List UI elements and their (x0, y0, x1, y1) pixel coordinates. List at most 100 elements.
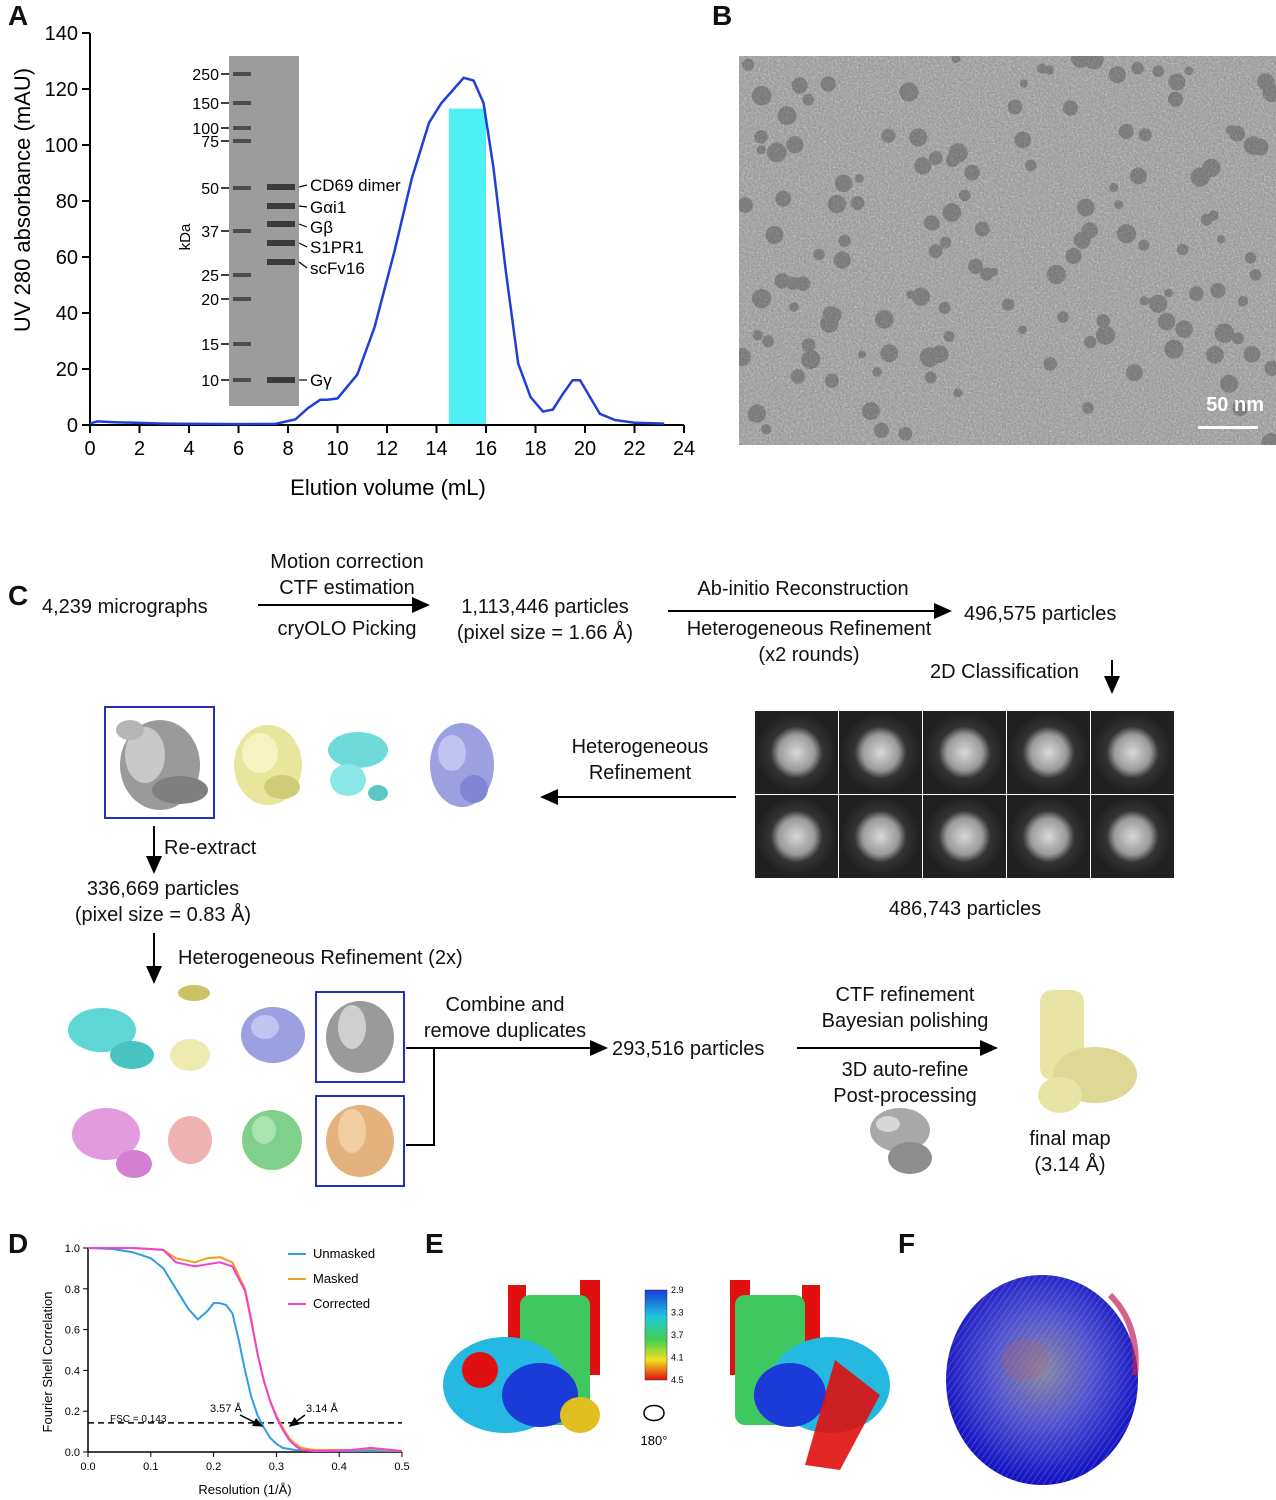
particle (756, 145, 766, 155)
colorbar-tick-label: 3.3 (671, 1308, 684, 1318)
step-motion-correction: Motion correction (270, 551, 424, 573)
particle (899, 82, 919, 102)
fsc-threshold-label: FSC = 0.143 (110, 1414, 167, 1425)
particle (923, 215, 939, 231)
class-average (1007, 795, 1090, 878)
selected-class-box-1 (104, 706, 215, 819)
final-map-resolution: (3.14 Å) (1034, 1154, 1106, 1176)
particle (1084, 56, 1104, 70)
particle (1046, 264, 1066, 285)
collected-fraction-band (448, 108, 486, 425)
sec-y-axis-label: UV 280 absorbance (mAU) (10, 68, 35, 332)
particle (939, 236, 952, 249)
step-hetero-refinement: Heterogeneous Refinement (686, 618, 932, 640)
fsc-x-tick-label: 0.0 (80, 1461, 95, 1473)
angular-distribution-sphere (946, 1275, 1139, 1485)
particle (1114, 200, 1124, 210)
fsc-x-tick-label: 0.5 (394, 1461, 409, 1473)
step-ctf-refinement: CTF refinement (835, 984, 975, 1006)
particle (777, 106, 797, 125)
gel-unit-label: kDa (177, 223, 194, 250)
y-tick-label: 20 (56, 359, 78, 381)
particle (1076, 198, 1095, 217)
particle (762, 335, 774, 348)
particle (1073, 231, 1091, 249)
step-3d-auto-refine: 3D auto-refine (841, 1059, 969, 1081)
particle (1138, 239, 1150, 251)
particle (1043, 357, 1057, 371)
sec-trace-line (89, 76, 665, 426)
scale-bar (1198, 426, 1258, 429)
y-tick-label: 60 (56, 247, 78, 269)
band-label: S1PR1 (310, 238, 364, 257)
density-map-final-yellow (1038, 990, 1137, 1113)
step-ctf-estimation: CTF estimation (279, 577, 415, 599)
particle (968, 258, 984, 274)
fsc-annotation-corrected: 3.14 Å (306, 1402, 338, 1415)
band-leader (298, 223, 308, 228)
particle (919, 347, 940, 368)
particle (1202, 158, 1221, 177)
ladder-label: 37 (201, 224, 219, 241)
x-tick-label: 16 (475, 438, 497, 460)
particle (850, 196, 865, 211)
colorbar-tick-label: 4.5 (671, 1375, 684, 1385)
ladder-band (233, 101, 251, 105)
particle (958, 189, 971, 202)
particles-336669: 336,669 particles (86, 878, 240, 900)
x-tick-label: 2 (134, 438, 145, 460)
particle (1164, 339, 1184, 359)
step-remove-duplicates: remove duplicates (423, 1020, 587, 1042)
x-tick-label: 24 (673, 438, 695, 460)
particle (1007, 99, 1023, 115)
fsc-y-axis-label: Fourier Shell Correlation (40, 1292, 55, 1433)
particle (1175, 320, 1193, 338)
particle (786, 276, 800, 290)
class-average (755, 711, 838, 794)
particle (838, 234, 851, 247)
density-map-selected-grey (116, 720, 208, 810)
colorbar-tick-label: 3.7 (671, 1330, 684, 1340)
fsc-line-unmasked (87, 1247, 402, 1452)
step-bayesian-polishing: Bayesian polishing (821, 1010, 989, 1032)
particle (1138, 128, 1152, 142)
particle (754, 130, 768, 144)
particle (1037, 63, 1048, 74)
particle (1108, 66, 1126, 84)
class-average (1091, 795, 1174, 878)
particle (1071, 56, 1090, 68)
fsc-x-tick-label: 0.4 (332, 1461, 347, 1473)
particle (1062, 100, 1078, 116)
particle (742, 58, 755, 71)
particle (1130, 167, 1147, 185)
protein-band (267, 221, 295, 227)
particle (1125, 364, 1143, 382)
class-average (923, 711, 1006, 794)
particle (858, 350, 867, 359)
particle (801, 349, 821, 369)
step-x2-rounds: (x2 rounds) (758, 644, 860, 666)
particle (927, 217, 940, 231)
particle (767, 142, 787, 163)
band-label: Gγ (310, 371, 332, 390)
class-average (923, 795, 1006, 878)
ladder-band (233, 139, 251, 143)
micrographs-count: 4,239 micrographs (42, 596, 208, 618)
particle (1109, 183, 1119, 192)
ladder-label: 250 (192, 67, 219, 84)
legend-corrected: Corrected (313, 1296, 370, 1311)
particle (948, 143, 968, 163)
protein-band (267, 184, 295, 190)
colorbar-tick-label: 4.1 (671, 1353, 684, 1363)
particle (833, 251, 851, 269)
particle (826, 307, 842, 323)
ladder-band (233, 273, 251, 277)
particle (751, 289, 772, 309)
particle (1168, 73, 1186, 91)
step-hetero-2x: Heterogeneous Refinement (2x) (178, 947, 463, 969)
y-tick-label: 120 (45, 79, 78, 101)
particle (945, 153, 960, 167)
cryo-em-micrograph: 50 nm (739, 56, 1276, 445)
particle (1206, 345, 1224, 364)
